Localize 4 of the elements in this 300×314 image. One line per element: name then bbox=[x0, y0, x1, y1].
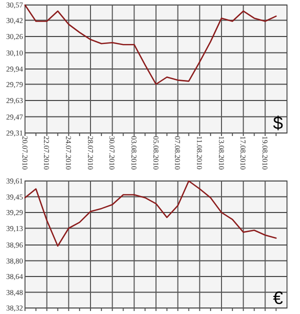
line-series bbox=[24, 180, 277, 247]
annotation: $ bbox=[272, 113, 283, 133]
annotation: € bbox=[272, 288, 283, 308]
line-series bbox=[24, 4, 277, 85]
